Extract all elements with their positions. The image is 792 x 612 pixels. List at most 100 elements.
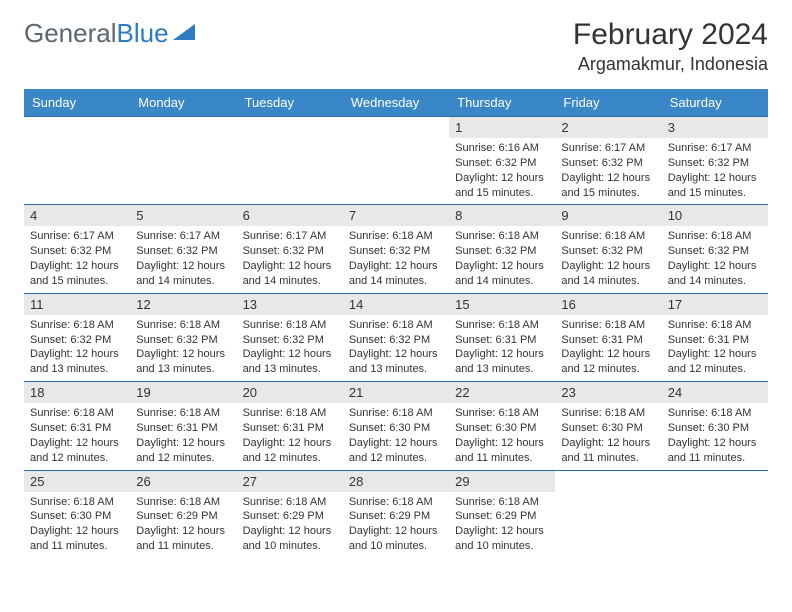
day-content: Sunrise: 6:18 AMSunset: 6:32 PMDaylight:… bbox=[130, 315, 236, 381]
day-content: Sunrise: 6:18 AMSunset: 6:32 PMDaylight:… bbox=[662, 226, 768, 292]
day-number: 9 bbox=[555, 205, 661, 226]
day-cell: 22Sunrise: 6:18 AMSunset: 6:30 PMDayligh… bbox=[449, 382, 555, 470]
day-content: Sunrise: 6:18 AMSunset: 6:29 PMDaylight:… bbox=[449, 492, 555, 558]
day-content: Sunrise: 6:18 AMSunset: 6:30 PMDaylight:… bbox=[555, 403, 661, 469]
day-content: Sunrise: 6:18 AMSunset: 6:31 PMDaylight:… bbox=[662, 315, 768, 381]
day-cell: 9Sunrise: 6:18 AMSunset: 6:32 PMDaylight… bbox=[555, 205, 661, 293]
day-content: Sunrise: 6:17 AMSunset: 6:32 PMDaylight:… bbox=[555, 138, 661, 204]
week-row: 1Sunrise: 6:16 AMSunset: 6:32 PMDaylight… bbox=[24, 117, 768, 205]
day-number: 6 bbox=[237, 205, 343, 226]
day-number-empty bbox=[130, 117, 236, 137]
day-cell: 24Sunrise: 6:18 AMSunset: 6:30 PMDayligh… bbox=[662, 382, 768, 470]
day-number: 23 bbox=[555, 382, 661, 403]
day-content: Sunrise: 6:17 AMSunset: 6:32 PMDaylight:… bbox=[237, 226, 343, 292]
brand-text-2: Blue bbox=[117, 18, 169, 49]
day-content: Sunrise: 6:18 AMSunset: 6:29 PMDaylight:… bbox=[237, 492, 343, 558]
day-number: 15 bbox=[449, 294, 555, 315]
day-cell: 12Sunrise: 6:18 AMSunset: 6:32 PMDayligh… bbox=[130, 293, 236, 381]
day-cell: 21Sunrise: 6:18 AMSunset: 6:30 PMDayligh… bbox=[343, 382, 449, 470]
day-cell: 4Sunrise: 6:17 AMSunset: 6:32 PMDaylight… bbox=[24, 205, 130, 293]
day-cell: 18Sunrise: 6:18 AMSunset: 6:31 PMDayligh… bbox=[24, 382, 130, 470]
day-number: 29 bbox=[449, 471, 555, 492]
day-cell: 19Sunrise: 6:18 AMSunset: 6:31 PMDayligh… bbox=[130, 382, 236, 470]
day-cell bbox=[343, 117, 449, 205]
day-number: 21 bbox=[343, 382, 449, 403]
brand-triangle-icon bbox=[173, 18, 199, 49]
day-content: Sunrise: 6:16 AMSunset: 6:32 PMDaylight:… bbox=[449, 138, 555, 204]
day-number: 28 bbox=[343, 471, 449, 492]
day-number: 2 bbox=[555, 117, 661, 138]
day-content: Sunrise: 6:17 AMSunset: 6:32 PMDaylight:… bbox=[130, 226, 236, 292]
day-number: 24 bbox=[662, 382, 768, 403]
day-content: Sunrise: 6:18 AMSunset: 6:32 PMDaylight:… bbox=[24, 315, 130, 381]
day-cell: 1Sunrise: 6:16 AMSunset: 6:32 PMDaylight… bbox=[449, 117, 555, 205]
day-number-empty bbox=[555, 471, 661, 491]
day-number: 7 bbox=[343, 205, 449, 226]
week-row: 18Sunrise: 6:18 AMSunset: 6:31 PMDayligh… bbox=[24, 382, 768, 470]
day-content: Sunrise: 6:18 AMSunset: 6:30 PMDaylight:… bbox=[449, 403, 555, 469]
day-content: Sunrise: 6:18 AMSunset: 6:32 PMDaylight:… bbox=[237, 315, 343, 381]
day-number: 4 bbox=[24, 205, 130, 226]
calendar-table: SundayMondayTuesdayWednesdayThursdayFrid… bbox=[24, 89, 768, 558]
day-number: 13 bbox=[237, 294, 343, 315]
day-content: Sunrise: 6:18 AMSunset: 6:29 PMDaylight:… bbox=[343, 492, 449, 558]
day-content: Sunrise: 6:18 AMSunset: 6:32 PMDaylight:… bbox=[343, 226, 449, 292]
week-row: 4Sunrise: 6:17 AMSunset: 6:32 PMDaylight… bbox=[24, 205, 768, 293]
brand-logo: GeneralBlue bbox=[24, 18, 199, 49]
day-content: Sunrise: 6:18 AMSunset: 6:32 PMDaylight:… bbox=[449, 226, 555, 292]
day-cell: 6Sunrise: 6:17 AMSunset: 6:32 PMDaylight… bbox=[237, 205, 343, 293]
day-number: 20 bbox=[237, 382, 343, 403]
week-row: 25Sunrise: 6:18 AMSunset: 6:30 PMDayligh… bbox=[24, 470, 768, 558]
day-cell: 14Sunrise: 6:18 AMSunset: 6:32 PMDayligh… bbox=[343, 293, 449, 381]
day-header-cell: Saturday bbox=[662, 89, 768, 117]
day-cell: 7Sunrise: 6:18 AMSunset: 6:32 PMDaylight… bbox=[343, 205, 449, 293]
day-header-cell: Wednesday bbox=[343, 89, 449, 117]
day-cell bbox=[24, 117, 130, 205]
day-cell: 2Sunrise: 6:17 AMSunset: 6:32 PMDaylight… bbox=[555, 117, 661, 205]
day-header-cell: Friday bbox=[555, 89, 661, 117]
day-number: 5 bbox=[130, 205, 236, 226]
day-number: 19 bbox=[130, 382, 236, 403]
day-number: 12 bbox=[130, 294, 236, 315]
week-row: 11Sunrise: 6:18 AMSunset: 6:32 PMDayligh… bbox=[24, 293, 768, 381]
day-cell bbox=[662, 470, 768, 558]
day-cell: 25Sunrise: 6:18 AMSunset: 6:30 PMDayligh… bbox=[24, 470, 130, 558]
day-number: 1 bbox=[449, 117, 555, 138]
day-number: 25 bbox=[24, 471, 130, 492]
day-cell: 23Sunrise: 6:18 AMSunset: 6:30 PMDayligh… bbox=[555, 382, 661, 470]
day-cell: 8Sunrise: 6:18 AMSunset: 6:32 PMDaylight… bbox=[449, 205, 555, 293]
day-number: 17 bbox=[662, 294, 768, 315]
header: GeneralBlue February 2024 Argamakmur, In… bbox=[0, 0, 792, 83]
day-content: Sunrise: 6:18 AMSunset: 6:30 PMDaylight:… bbox=[662, 403, 768, 469]
day-content: Sunrise: 6:18 AMSunset: 6:30 PMDaylight:… bbox=[24, 492, 130, 558]
day-number: 10 bbox=[662, 205, 768, 226]
day-content: Sunrise: 6:18 AMSunset: 6:31 PMDaylight:… bbox=[449, 315, 555, 381]
day-cell: 26Sunrise: 6:18 AMSunset: 6:29 PMDayligh… bbox=[130, 470, 236, 558]
day-number: 3 bbox=[662, 117, 768, 138]
day-cell: 28Sunrise: 6:18 AMSunset: 6:29 PMDayligh… bbox=[343, 470, 449, 558]
day-cell: 20Sunrise: 6:18 AMSunset: 6:31 PMDayligh… bbox=[237, 382, 343, 470]
day-cell: 29Sunrise: 6:18 AMSunset: 6:29 PMDayligh… bbox=[449, 470, 555, 558]
day-number: 26 bbox=[130, 471, 236, 492]
location-label: Argamakmur, Indonesia bbox=[573, 54, 768, 75]
day-cell: 27Sunrise: 6:18 AMSunset: 6:29 PMDayligh… bbox=[237, 470, 343, 558]
day-cell: 11Sunrise: 6:18 AMSunset: 6:32 PMDayligh… bbox=[24, 293, 130, 381]
day-number-empty bbox=[24, 117, 130, 137]
day-content: Sunrise: 6:18 AMSunset: 6:31 PMDaylight:… bbox=[555, 315, 661, 381]
day-cell: 5Sunrise: 6:17 AMSunset: 6:32 PMDaylight… bbox=[130, 205, 236, 293]
day-header-row: SundayMondayTuesdayWednesdayThursdayFrid… bbox=[24, 89, 768, 117]
day-content: Sunrise: 6:18 AMSunset: 6:31 PMDaylight:… bbox=[130, 403, 236, 469]
day-number: 22 bbox=[449, 382, 555, 403]
day-content: Sunrise: 6:17 AMSunset: 6:32 PMDaylight:… bbox=[662, 138, 768, 204]
day-number-empty bbox=[343, 117, 449, 137]
day-cell: 16Sunrise: 6:18 AMSunset: 6:31 PMDayligh… bbox=[555, 293, 661, 381]
day-number-empty bbox=[662, 471, 768, 491]
day-number: 8 bbox=[449, 205, 555, 226]
day-cell: 13Sunrise: 6:18 AMSunset: 6:32 PMDayligh… bbox=[237, 293, 343, 381]
day-content: Sunrise: 6:18 AMSunset: 6:31 PMDaylight:… bbox=[24, 403, 130, 469]
day-cell bbox=[130, 117, 236, 205]
day-cell: 3Sunrise: 6:17 AMSunset: 6:32 PMDaylight… bbox=[662, 117, 768, 205]
day-content: Sunrise: 6:18 AMSunset: 6:32 PMDaylight:… bbox=[343, 315, 449, 381]
day-cell: 10Sunrise: 6:18 AMSunset: 6:32 PMDayligh… bbox=[662, 205, 768, 293]
title-block: February 2024 Argamakmur, Indonesia bbox=[573, 18, 768, 75]
